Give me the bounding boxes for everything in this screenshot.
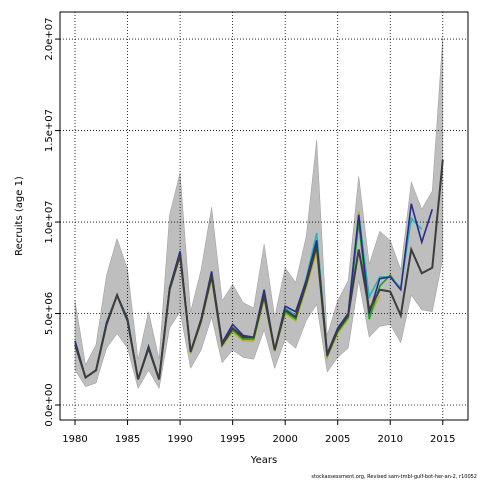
y-tick-label: 5.0e+06 (44, 292, 55, 335)
x-tick-label: 1985 (115, 434, 140, 445)
x-tick-label: 1995 (220, 434, 245, 445)
x-tick-label: 1980 (62, 434, 87, 445)
x-axis-label: Years (250, 455, 277, 466)
y-axis-label: Recruits (age 1) (14, 176, 25, 256)
x-tick-label: 2005 (325, 434, 350, 445)
x-tick-label: 2000 (272, 434, 297, 445)
x-tick-label: 2010 (378, 434, 403, 445)
x-tick-label: 1990 (167, 434, 192, 445)
y-tick-label: 1.5e+07 (44, 109, 55, 152)
y-tick-label: 1.0e+07 (44, 200, 55, 243)
plot-frame (59, 11, 469, 421)
footnote: stockassessment.org, Revised sam-tmbl-gu… (311, 474, 477, 480)
series-line (74, 159, 444, 380)
y-tick-label: 0.0e+00 (44, 383, 55, 426)
x-tick-label: 2015 (430, 434, 455, 445)
y-tick-label: 2.0e+07 (44, 17, 55, 60)
